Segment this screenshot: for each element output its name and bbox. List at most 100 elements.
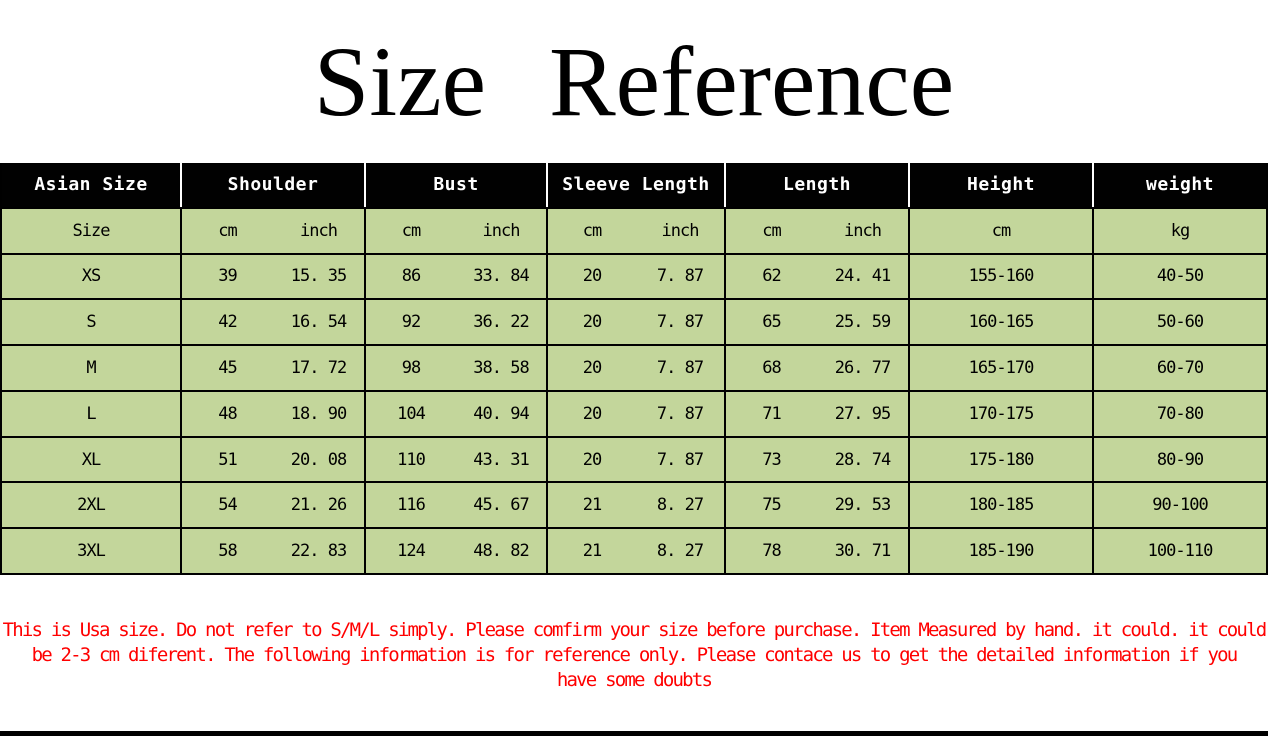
value-cm: 86: [401, 266, 421, 287]
cell-shoulder: 39 15. 35: [182, 254, 366, 299]
cell-height: 170-175: [910, 391, 1094, 436]
unit-inch: inch: [661, 220, 700, 241]
cell-shoulder: 54 21. 26: [182, 483, 366, 528]
table-row-xs: XS 39 15. 35 86 33. 84 20 7. 87 62 24. 41 15…: [0, 254, 1268, 301]
value-cm: 39: [218, 266, 237, 287]
value-inch: 27. 95: [834, 403, 891, 424]
cell-shoulder: 45 17. 72: [182, 346, 366, 390]
table-row-3xl: 3XL 58 22. 83 124 48. 82 21 8. 27 78 30. 71 …: [0, 529, 1268, 575]
cell-bust: 110 43. 31: [366, 437, 548, 482]
cell-weight: 70-80: [1094, 391, 1268, 436]
cell-bust: 92 36. 22: [366, 300, 548, 345]
cell-weight: 90-100: [1094, 483, 1268, 528]
cell-height: 155-160: [910, 254, 1094, 299]
cell-bust: 124 48. 82: [366, 529, 548, 573]
cell-bust: 98 38. 58: [366, 346, 548, 390]
value-cm: 73: [762, 449, 781, 470]
cell-sleeve: 20 7. 87: [548, 391, 726, 436]
cell-sleeve: 21 8. 27: [548, 529, 726, 573]
subheader-sleeve-units: cm inch: [548, 208, 726, 253]
cell-size: L: [0, 391, 182, 436]
cell-weight: 50-60: [1094, 300, 1268, 345]
value-cm: 124: [397, 541, 426, 562]
cell-weight: 80-90: [1094, 437, 1268, 482]
note-line-2: be 2-3 cm diferent. The following inform…: [31, 644, 1239, 666]
value-inch: 21. 26: [290, 495, 347, 516]
value-inch: 29. 53: [834, 495, 891, 516]
table-row-s: S 42 16. 54 92 36. 22 20 7. 87 65 25. 59 160…: [0, 300, 1268, 347]
cell-sleeve: 20 7. 87: [548, 300, 726, 345]
value-cm: 20: [582, 266, 602, 287]
value-inch: 20. 08: [290, 449, 347, 470]
cell-length: 73 28. 74: [726, 437, 910, 482]
value-cm: 104: [397, 403, 426, 424]
header-height: Height: [910, 163, 1094, 207]
cell-height: 160-165: [910, 300, 1094, 345]
disclaimer-note: This is Usa size. Do not refer to S/M/L …: [0, 618, 1268, 693]
cell-shoulder: 58 22. 83: [182, 529, 366, 573]
value-cm: 48: [218, 403, 237, 424]
cell-length: 75 29. 53: [726, 483, 910, 528]
value-cm: 68: [762, 357, 781, 378]
cell-height: 175-180: [910, 437, 1094, 482]
value-inch: 30. 71: [834, 541, 891, 562]
table-row-l: L 48 18. 90 104 40. 94 20 7. 87 71 27. 95 17…: [0, 391, 1268, 438]
cell-length: 65 25. 59: [726, 300, 910, 345]
cell-bust: 116 45. 67: [366, 483, 548, 528]
page-title: Size Reference: [313, 25, 955, 137]
unit-inch: inch: [300, 220, 338, 241]
value-cm: 71: [762, 403, 781, 424]
value-inch: 7. 87: [656, 357, 704, 378]
subheader-weight-unit: kg: [1094, 208, 1268, 253]
header-bust: Bust: [366, 163, 548, 207]
cell-size: XL: [0, 437, 182, 482]
value-cm: 65: [762, 312, 781, 333]
value-inch: 8. 27: [656, 495, 704, 516]
value-cm: 21: [582, 495, 602, 516]
cell-size: S: [0, 300, 182, 345]
cell-size: M: [0, 346, 182, 390]
cell-size: XS: [0, 254, 182, 299]
unit-cm: cm: [582, 220, 602, 241]
subheader-shoulder-units: cm inch: [182, 208, 366, 253]
value-cm: 45: [218, 357, 237, 378]
subheader-bust-units: cm inch: [366, 208, 548, 253]
header-shoulder: Shoulder: [182, 163, 366, 207]
value-cm: 51: [218, 449, 237, 470]
header-row: Asian Size Shoulder Bust Sleeve Length L…: [0, 163, 1268, 209]
value-cm: 98: [401, 357, 421, 378]
subheader-height-unit: cm: [910, 208, 1094, 253]
cell-length: 62 24. 41: [726, 254, 910, 299]
value-cm: 78: [762, 541, 781, 562]
cell-length: 71 27. 95: [726, 391, 910, 436]
table-row-m: M 45 17. 72 98 38. 58 20 7. 87 68 26. 77 165…: [0, 346, 1268, 392]
value-cm: 62: [762, 266, 781, 287]
note-line-3: have some doubts: [556, 669, 713, 691]
cell-length: 78 30. 71: [726, 529, 910, 573]
value-inch: 16. 54: [290, 312, 347, 333]
value-cm: 42: [218, 312, 237, 333]
size-reference-table: Asian Size Shoulder Bust Sleeve Length L…: [0, 163, 1268, 575]
value-inch: 17. 72: [290, 357, 347, 378]
value-cm: 75: [762, 495, 781, 516]
table-row-2xl: 2XL 54 21. 26 116 45. 67 21 8. 27 75 29. 53 …: [0, 483, 1268, 530]
value-inch: 7. 87: [656, 312, 704, 333]
cell-weight: 60-70: [1094, 346, 1268, 390]
cell-sleeve: 20 7. 87: [548, 346, 726, 390]
value-inch: 28. 74: [834, 449, 891, 470]
value-cm: 20: [582, 357, 602, 378]
value-cm: 20: [582, 312, 602, 333]
cell-bust: 86 33. 84: [366, 254, 548, 299]
value-inch: 43. 31: [473, 449, 529, 470]
cell-height: 180-185: [910, 483, 1094, 528]
value-cm: 20: [582, 449, 602, 470]
value-cm: 110: [397, 449, 426, 470]
unit-cm: cm: [401, 220, 421, 241]
title-area: Size Reference: [0, 0, 1268, 163]
value-inch: 7. 87: [656, 266, 704, 287]
value-inch: 36. 22: [473, 312, 529, 333]
value-inch: 15. 35: [290, 266, 347, 287]
value-inch: 38. 58: [473, 357, 529, 378]
header-weight: weight: [1094, 163, 1268, 207]
subheader-size: Size: [0, 208, 182, 253]
